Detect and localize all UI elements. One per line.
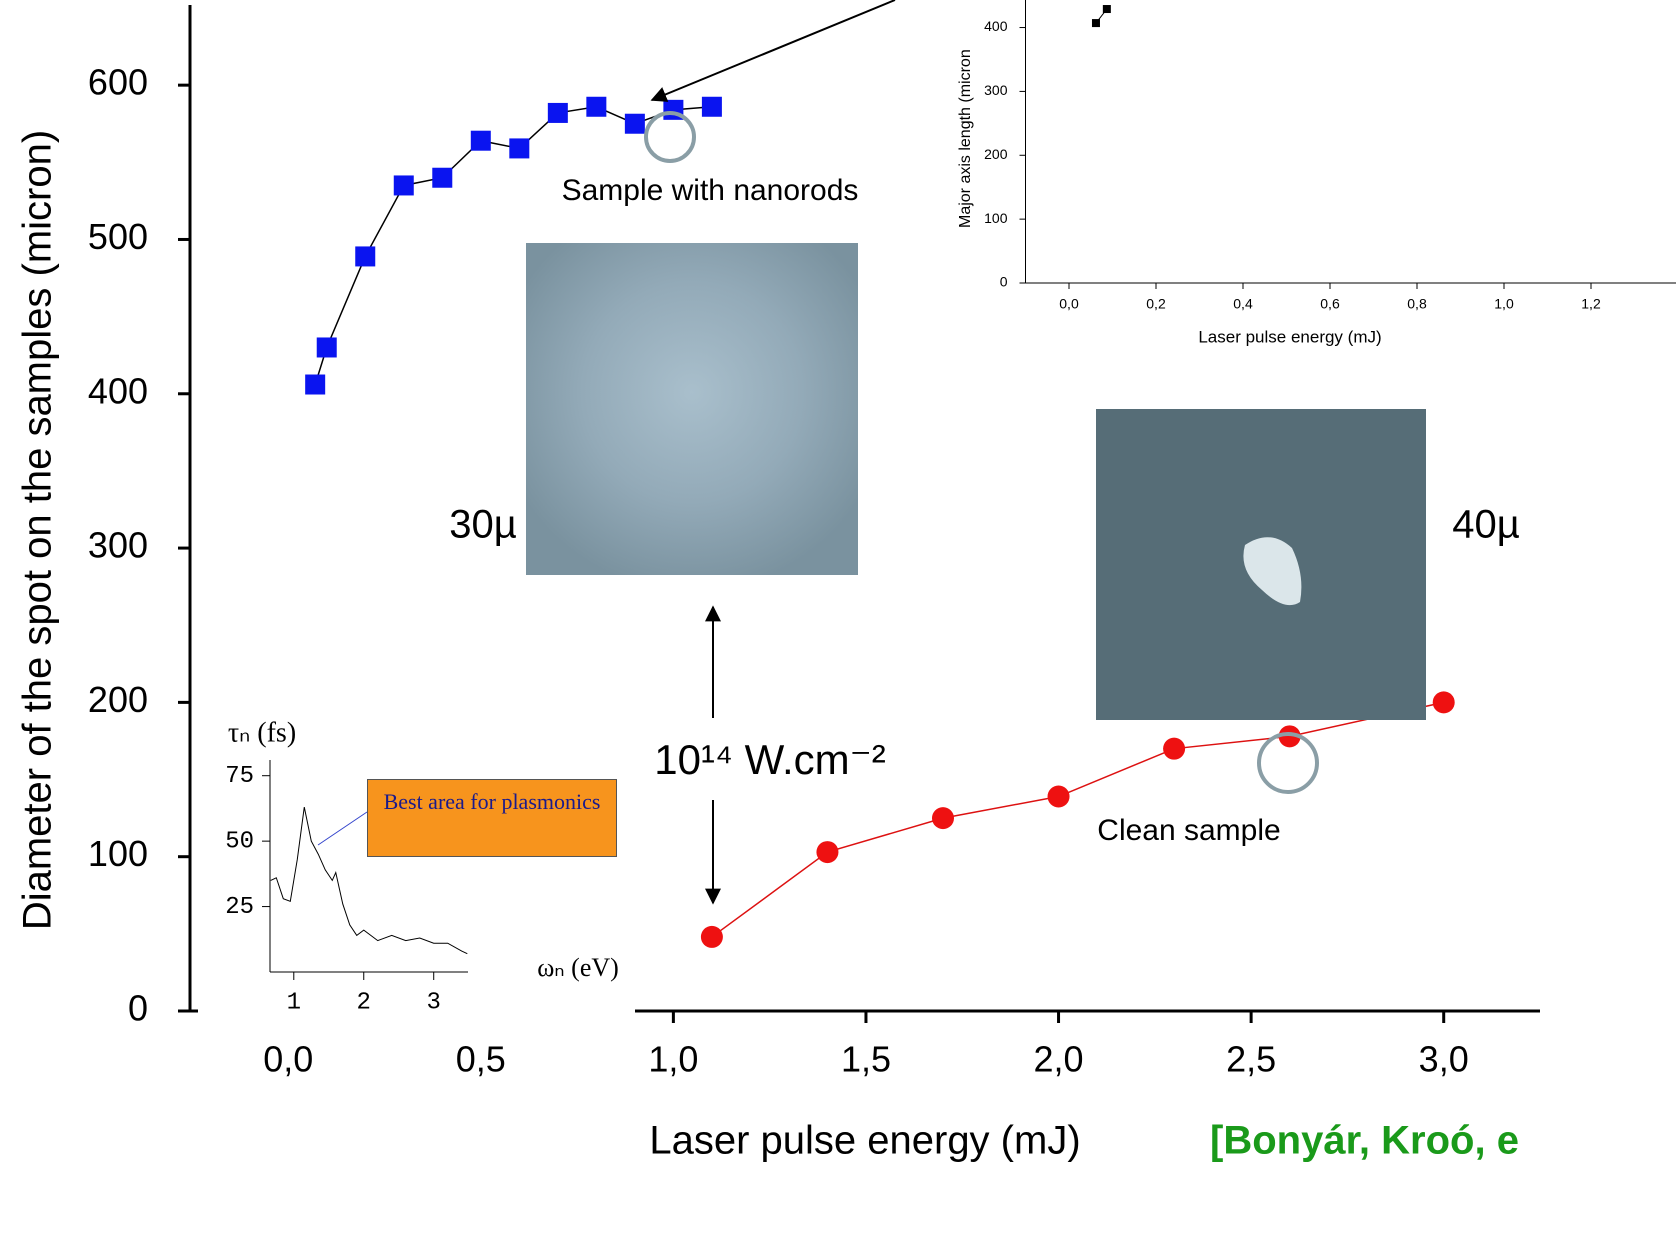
x-tick-label: 3: [427, 989, 441, 1016]
x-tick-label: 1,2: [1581, 296, 1601, 312]
callout-line: [317, 811, 368, 846]
y-tick-label: 300: [88, 525, 148, 566]
x-tick-label: 0,0: [1059, 296, 1079, 312]
marker: [1047, 785, 1070, 808]
y-tick-label: 400: [88, 370, 148, 411]
x-tick-label: 1,0: [1494, 296, 1514, 312]
marker: [305, 374, 326, 395]
x-tick-label: 1,0: [648, 1039, 698, 1080]
marker: [701, 96, 722, 117]
annotation: Sample with nanorods: [562, 174, 859, 207]
marker: [1278, 725, 1301, 748]
y-tick-label: 200: [88, 679, 148, 720]
y-tick-label: 25: [225, 894, 254, 921]
main-chart: 0,0 0,5 1,0 1,5 2,0 2,5 3,00100200300400500600…: [16, 5, 1540, 1163]
highlight-circle: [1257, 732, 1319, 794]
callout: Best area for plasmonics: [367, 779, 617, 857]
x-tick-label: 0,0: [263, 1039, 313, 1080]
marker: [816, 841, 839, 864]
inset-chart: 0,0 0,2 0,4 0,6 0,8 1,0 1,2 0 100 200 300 400 Laser …: [957, 0, 1676, 346]
x-tick-label: 0,5: [456, 1039, 506, 1080]
photo-spot: [1243, 537, 1302, 606]
marker: [547, 102, 568, 123]
y-axis-label: τₙ (fs): [228, 717, 296, 748]
x-tick-label: 1: [287, 989, 301, 1016]
x-tick-label: 0,8: [1407, 296, 1427, 312]
highlight-circle: [644, 111, 696, 163]
y-tick-label: 600: [88, 62, 148, 103]
y-tick-label: 50: [225, 828, 254, 855]
y-tick-label: 300: [984, 82, 1008, 98]
annotation: [Bonyár, Kroó, e: [1210, 1119, 1519, 1163]
marker: [1432, 691, 1455, 714]
y-tick-label: 200: [984, 146, 1008, 162]
annotation: 40µ: [1452, 503, 1520, 547]
x-tick-label: 0,2: [1146, 296, 1166, 312]
inset-chart: 1 2 3 25 50 75 ωₙ (eV) τₙ (fs): [225, 717, 619, 1016]
marker: [931, 807, 954, 830]
y-axis-label: Diameter of the spot on the samples (mic…: [16, 130, 60, 930]
x-tick-label: 3,0: [1419, 1039, 1469, 1080]
annotation: 30µ: [449, 503, 517, 547]
y-tick-label: 400: [984, 18, 1008, 34]
marker: [393, 175, 414, 196]
marker: [1102, 5, 1111, 14]
y-tick-label: 75: [225, 763, 254, 790]
annotation: 10¹⁴ W.cm⁻²: [654, 736, 886, 783]
y-axis-label: Major axis length (micron: [957, 49, 974, 228]
marker: [700, 925, 723, 948]
marker: [316, 337, 337, 358]
x-axis-label: Laser pulse energy (mJ): [649, 1119, 1080, 1163]
x-tick-label: 2: [357, 989, 371, 1016]
x-tick-label: 2,0: [1034, 1039, 1084, 1080]
x-tick-label: 1,5: [841, 1039, 891, 1080]
x-axis-label: ωₙ (eV): [537, 953, 619, 982]
marker: [1091, 19, 1100, 28]
marker: [470, 130, 491, 151]
marker: [509, 138, 530, 159]
x-tick-label: 2,5: [1226, 1039, 1276, 1080]
callout-text: Best area for plasmonics: [367, 779, 617, 857]
y-tick-label: 0: [1000, 274, 1008, 290]
x-tick-label: 0,6: [1320, 296, 1340, 312]
photo-nanorods: [526, 243, 858, 575]
marker: [624, 113, 645, 134]
series-line: [270, 807, 468, 955]
inset-background: [198, 712, 635, 1030]
y-tick-label: 500: [88, 216, 148, 257]
marker: [432, 167, 453, 188]
x-tick-label: 0,4: [1233, 296, 1253, 312]
marker: [1163, 737, 1186, 760]
y-tick-label: 0: [128, 988, 148, 1029]
x-axis-label: Laser pulse energy (mJ): [1198, 327, 1381, 346]
y-tick-label: 100: [984, 210, 1008, 226]
annotation: Clean sample: [1097, 814, 1280, 847]
marker: [355, 246, 376, 267]
marker: [586, 96, 607, 117]
arrow: [650, 0, 896, 102]
y-tick-label: 100: [88, 833, 148, 874]
